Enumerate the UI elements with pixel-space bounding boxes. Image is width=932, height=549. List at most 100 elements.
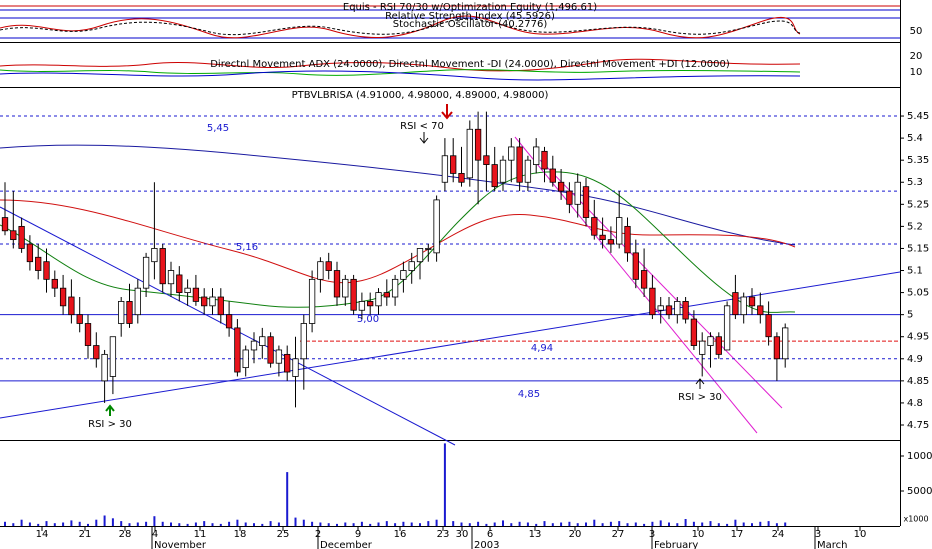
volume-bar: [526, 522, 529, 526]
x-tick-label: 6: [487, 529, 493, 540]
rsi-legend: Relative Strength Index (45.5926): [385, 11, 555, 22]
volume-bar: [70, 520, 73, 526]
x-tick-label: 23: [437, 529, 450, 540]
candle-body: [757, 305, 764, 316]
candle-body: [176, 274, 183, 293]
volume-bar: [120, 521, 123, 526]
candle-body: [441, 155, 449, 183]
candle-body: [591, 217, 598, 236]
volume-bar: [676, 523, 679, 526]
candle-body: [400, 270, 407, 280]
arrow: [441, 104, 453, 120]
rsi-legend: Equis - RSI 70/30 w/Optimization Equity …: [343, 2, 597, 13]
y-tick-label: 5.3: [907, 177, 923, 188]
y-tick-label: 5.45: [907, 111, 929, 122]
volume-unit: x1000: [903, 515, 928, 524]
arrow: [419, 132, 429, 144]
volume-bar: [37, 523, 40, 526]
candle-body: [699, 340, 706, 355]
candle-body: [284, 353, 291, 373]
x-tick-label: 14: [36, 529, 49, 540]
volume-bar: [45, 521, 48, 526]
month-label: December: [320, 540, 373, 549]
x-tick-label: 16: [394, 529, 407, 540]
volume-bar: [327, 523, 330, 526]
volume-bar: [4, 521, 6, 526]
candle-body: [167, 270, 175, 285]
month-label: February: [654, 540, 698, 549]
candle-body: [26, 243, 34, 263]
level-label: 4,85: [518, 389, 540, 400]
candle-body: [308, 278, 316, 324]
candle-body: [142, 256, 150, 289]
volume-bar: [759, 521, 762, 526]
volume-bar: [87, 523, 89, 526]
volume-bar: [302, 519, 305, 526]
y-tick-label: 5.4: [907, 133, 923, 144]
candle-body: [582, 186, 590, 218]
volume-bar: [186, 523, 189, 526]
candle-body: [474, 128, 482, 161]
volume-bar: [668, 522, 670, 526]
candle-body: [375, 292, 382, 307]
volume-bar: [543, 521, 546, 526]
candle-body: [68, 296, 75, 316]
candle-body: [300, 323, 307, 360]
candle-body: [632, 252, 639, 280]
volume-bar: [585, 522, 587, 526]
x-tick-label: 24: [772, 529, 785, 540]
volume-bar: [261, 523, 264, 526]
candle-body: [275, 349, 283, 364]
candle-body: [533, 146, 540, 165]
candle-body: [59, 287, 67, 307]
volume-bar: [62, 522, 65, 526]
volume-bar: [95, 519, 98, 526]
y-tick-label: 20: [910, 51, 923, 62]
candle-body: [225, 314, 233, 329]
candle-body: [159, 248, 166, 285]
x-tick-label: 10: [854, 529, 867, 540]
candle-body: [690, 318, 698, 346]
candle-body: [466, 128, 473, 179]
candle-body: [10, 230, 17, 241]
candle-body: [234, 327, 241, 373]
volume-bar: [269, 521, 272, 526]
candle-body: [18, 225, 25, 249]
candle-body: [682, 301, 689, 320]
volume-bar: [194, 522, 197, 526]
candle-body: [782, 327, 789, 360]
candle-body: [333, 270, 341, 298]
candle-body: [433, 199, 440, 254]
rsi-legend: Stochastic Oscillator (40.2776): [393, 19, 548, 30]
volume-bar: [601, 523, 604, 526]
volume-bar: [734, 519, 737, 526]
candle-body: [317, 261, 324, 280]
candle-body: [557, 181, 565, 192]
volume-bar: [419, 523, 421, 526]
candle-body: [101, 353, 108, 382]
candle-body: [151, 248, 158, 263]
month-label: 2003: [474, 540, 499, 549]
volume-bar: [468, 523, 471, 526]
volume-bar: [460, 522, 463, 526]
candle-body: [574, 181, 581, 205]
volume-bar: [659, 520, 662, 526]
annotation: RSI > 30: [88, 419, 132, 430]
candle-body: [350, 278, 357, 311]
volume-bar: [294, 517, 297, 526]
x-tick-label: 4: [152, 529, 158, 540]
volume-bar: [170, 522, 172, 526]
y-tick-label: 5: [907, 310, 913, 321]
y-tick-label: 4.75: [907, 420, 929, 431]
y-tick-label: 4.9: [907, 354, 923, 365]
panel-frames: [0, 0, 901, 527]
candle-body: [184, 287, 191, 293]
candle-body: [35, 256, 42, 271]
volume-bar: [161, 521, 164, 526]
volume-bar: [219, 523, 222, 526]
x-tick-label: 30: [456, 529, 469, 540]
volume-bar: [717, 523, 720, 526]
volume-bar: [618, 521, 621, 526]
y-tick-label: 4.8: [907, 398, 923, 409]
